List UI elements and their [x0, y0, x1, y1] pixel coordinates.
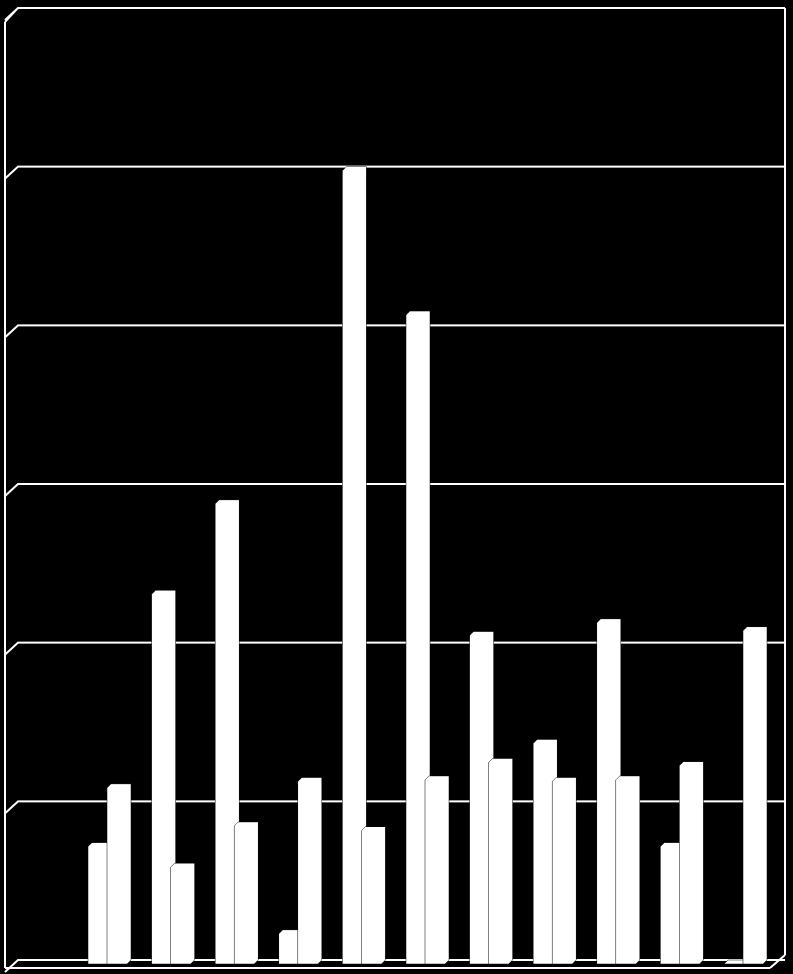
bar — [361, 826, 386, 965]
grid-line — [4, 165, 785, 180]
bar — [233, 821, 259, 965]
bar — [424, 775, 450, 965]
grid-line — [4, 800, 785, 815]
grid-line — [4, 959, 785, 973]
bar — [170, 862, 195, 965]
grid-line — [4, 641, 785, 656]
bar — [679, 761, 704, 965]
grid-line — [4, 7, 785, 21]
bar — [742, 626, 768, 965]
grid-line — [4, 483, 785, 497]
bar — [297, 777, 323, 965]
bar — [488, 758, 513, 965]
bar — [551, 777, 577, 965]
bar — [106, 783, 132, 965]
floor-right — [769, 954, 786, 969]
bar — [615, 775, 641, 965]
grid-line — [4, 324, 785, 339]
